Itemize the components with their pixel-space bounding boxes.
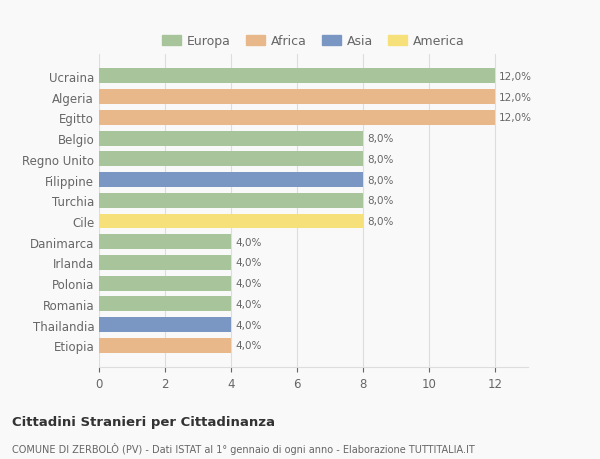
Bar xyxy=(99,214,363,229)
Bar xyxy=(99,318,231,332)
Text: 4,0%: 4,0% xyxy=(235,237,262,247)
Text: 4,0%: 4,0% xyxy=(235,320,262,330)
Bar xyxy=(99,131,363,146)
Bar xyxy=(99,173,363,188)
Text: 8,0%: 8,0% xyxy=(367,217,394,226)
Text: 8,0%: 8,0% xyxy=(367,175,394,185)
Bar xyxy=(99,69,495,84)
Text: 4,0%: 4,0% xyxy=(235,279,262,289)
Text: 12,0%: 12,0% xyxy=(499,92,532,102)
Bar xyxy=(99,338,231,353)
Legend: Europa, Africa, Asia, America: Europa, Africa, Asia, America xyxy=(157,30,470,53)
Text: 8,0%: 8,0% xyxy=(367,154,394,164)
Bar xyxy=(99,152,363,167)
Bar xyxy=(99,255,231,270)
Bar xyxy=(99,235,231,250)
Text: 4,0%: 4,0% xyxy=(235,258,262,268)
Text: 12,0%: 12,0% xyxy=(499,72,532,82)
Text: 12,0%: 12,0% xyxy=(499,113,532,123)
Bar xyxy=(99,297,231,312)
Text: COMUNE DI ZERBOLÒ (PV) - Dati ISTAT al 1° gennaio di ogni anno - Elaborazione TU: COMUNE DI ZERBOLÒ (PV) - Dati ISTAT al 1… xyxy=(12,442,475,453)
Text: 4,0%: 4,0% xyxy=(235,299,262,309)
Bar xyxy=(99,90,495,105)
Bar xyxy=(99,111,495,125)
Text: Cittadini Stranieri per Cittadinanza: Cittadini Stranieri per Cittadinanza xyxy=(12,415,275,428)
Bar xyxy=(99,193,363,208)
Text: 8,0%: 8,0% xyxy=(367,134,394,144)
Bar xyxy=(99,276,231,291)
Text: 4,0%: 4,0% xyxy=(235,341,262,351)
Text: 8,0%: 8,0% xyxy=(367,196,394,206)
